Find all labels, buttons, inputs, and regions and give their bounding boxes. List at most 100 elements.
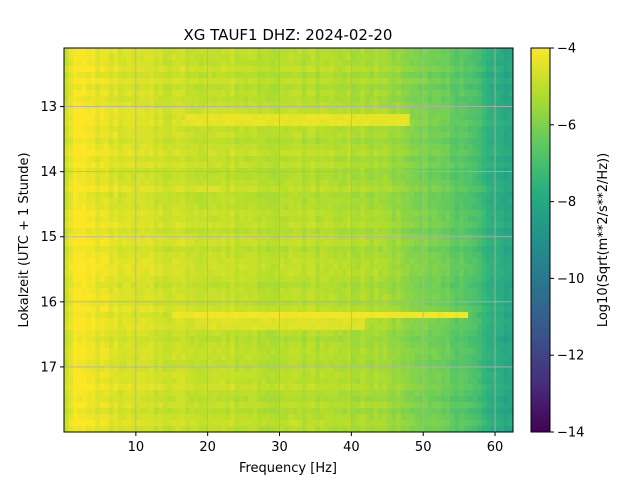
heatmap-cell bbox=[252, 210, 258, 217]
heatmap-cell bbox=[364, 192, 370, 199]
heatmap-cell bbox=[113, 288, 119, 295]
heatmap-cell bbox=[310, 252, 317, 259]
heatmap-cell bbox=[203, 240, 209, 247]
heatmap-cell bbox=[117, 270, 123, 277]
heatmap-cell bbox=[382, 102, 388, 109]
heatmap-cell bbox=[306, 90, 312, 97]
heatmap-cell bbox=[490, 84, 496, 91]
heatmap-cell bbox=[436, 300, 442, 307]
heatmap-cell bbox=[423, 108, 429, 115]
heatmap-cell bbox=[360, 60, 366, 67]
heatmap-cell bbox=[297, 252, 303, 259]
heatmap-cell bbox=[203, 60, 209, 67]
heatmap-cell bbox=[360, 150, 366, 157]
heatmap-cell bbox=[176, 300, 182, 307]
heatmap-cell bbox=[315, 258, 321, 265]
heatmap-cell bbox=[490, 222, 496, 229]
heatmap-cell bbox=[315, 138, 321, 145]
heatmap-cell bbox=[270, 126, 276, 133]
heatmap-cell bbox=[508, 228, 513, 235]
heatmap-cell bbox=[261, 96, 267, 103]
heatmap-cell bbox=[481, 54, 487, 61]
heatmap-cell bbox=[216, 126, 222, 133]
heatmap-cell bbox=[225, 264, 231, 271]
heatmap-cell bbox=[481, 108, 487, 115]
heatmap-cell bbox=[490, 204, 496, 211]
heatmap-cell bbox=[342, 132, 348, 139]
heatmap-cell bbox=[185, 330, 191, 337]
heatmap-cell bbox=[185, 192, 191, 199]
heatmap-cell bbox=[72, 240, 79, 247]
heatmap-cell bbox=[400, 240, 406, 247]
heatmap-cell bbox=[72, 180, 79, 187]
heatmap-cell bbox=[427, 66, 433, 73]
heatmap-cell bbox=[373, 186, 379, 193]
heatmap-cell bbox=[499, 222, 505, 229]
heatmap-cell bbox=[212, 66, 218, 73]
heatmap-cell bbox=[342, 210, 348, 217]
heatmap-cell bbox=[490, 192, 496, 199]
heatmap-cell bbox=[176, 240, 182, 247]
heatmap-cell bbox=[153, 240, 159, 247]
heatmap-cell bbox=[180, 132, 186, 139]
heatmap-cell bbox=[499, 114, 505, 121]
heatmap-cell bbox=[64, 156, 70, 163]
heatmap-cell bbox=[378, 312, 384, 319]
heatmap-cell bbox=[441, 318, 447, 325]
heatmap-cell bbox=[463, 258, 469, 265]
heatmap-cell bbox=[261, 336, 267, 343]
heatmap-cell bbox=[436, 108, 442, 115]
heatmap-cell bbox=[396, 306, 402, 313]
heatmap-cell bbox=[378, 228, 384, 235]
heatmap-cell bbox=[373, 180, 379, 187]
heatmap-cell bbox=[324, 156, 330, 163]
heatmap-cell bbox=[409, 72, 415, 79]
heatmap-cell bbox=[508, 156, 513, 163]
heatmap-cell bbox=[463, 192, 469, 199]
heatmap-cell bbox=[508, 54, 513, 61]
heatmap-cell bbox=[463, 96, 469, 103]
heatmap-cell bbox=[153, 108, 159, 115]
heatmap-cell bbox=[360, 330, 366, 337]
heatmap-cell bbox=[333, 294, 339, 301]
heatmap-cell bbox=[72, 186, 79, 193]
heatmap-cell bbox=[167, 198, 173, 205]
heatmap-cell bbox=[279, 294, 285, 301]
heatmap-cell bbox=[275, 192, 281, 199]
heatmap-cell bbox=[405, 78, 411, 85]
heatmap-cell bbox=[351, 336, 357, 343]
heatmap-cell bbox=[297, 306, 303, 313]
heatmap-cell bbox=[99, 318, 106, 325]
heatmap-cell bbox=[288, 120, 294, 127]
heatmap-cell bbox=[418, 300, 424, 307]
heatmap-cell bbox=[149, 198, 155, 205]
heatmap-cell bbox=[342, 288, 348, 295]
heatmap-cell bbox=[445, 138, 451, 145]
heatmap-cell bbox=[495, 174, 501, 181]
heatmap-cell bbox=[378, 192, 384, 199]
heatmap-cell bbox=[72, 102, 79, 109]
heatmap-cell bbox=[481, 198, 487, 205]
heatmap-cell bbox=[445, 276, 451, 283]
heatmap-cell bbox=[319, 72, 326, 79]
heatmap-cell bbox=[504, 288, 510, 295]
heatmap-cell bbox=[225, 48, 231, 55]
heatmap-cell bbox=[257, 72, 263, 79]
heatmap-cell bbox=[257, 144, 263, 151]
heatmap-cell bbox=[243, 288, 249, 295]
heatmap-cell bbox=[122, 258, 128, 265]
heatmap-cell bbox=[288, 48, 294, 55]
heatmap-cell bbox=[171, 288, 177, 295]
heatmap-cell bbox=[64, 342, 70, 349]
heatmap-cell bbox=[436, 120, 442, 127]
heatmap-cell bbox=[463, 156, 469, 163]
heatmap-cell bbox=[131, 228, 137, 235]
heatmap-cell bbox=[310, 90, 317, 97]
heatmap-cell bbox=[459, 150, 465, 157]
heatmap-cell bbox=[333, 342, 339, 349]
heatmap-cell bbox=[81, 258, 88, 265]
heatmap-cell bbox=[499, 162, 505, 169]
heatmap-cell bbox=[387, 162, 393, 169]
heatmap-cell bbox=[216, 216, 222, 223]
heatmap-cell bbox=[81, 300, 88, 307]
